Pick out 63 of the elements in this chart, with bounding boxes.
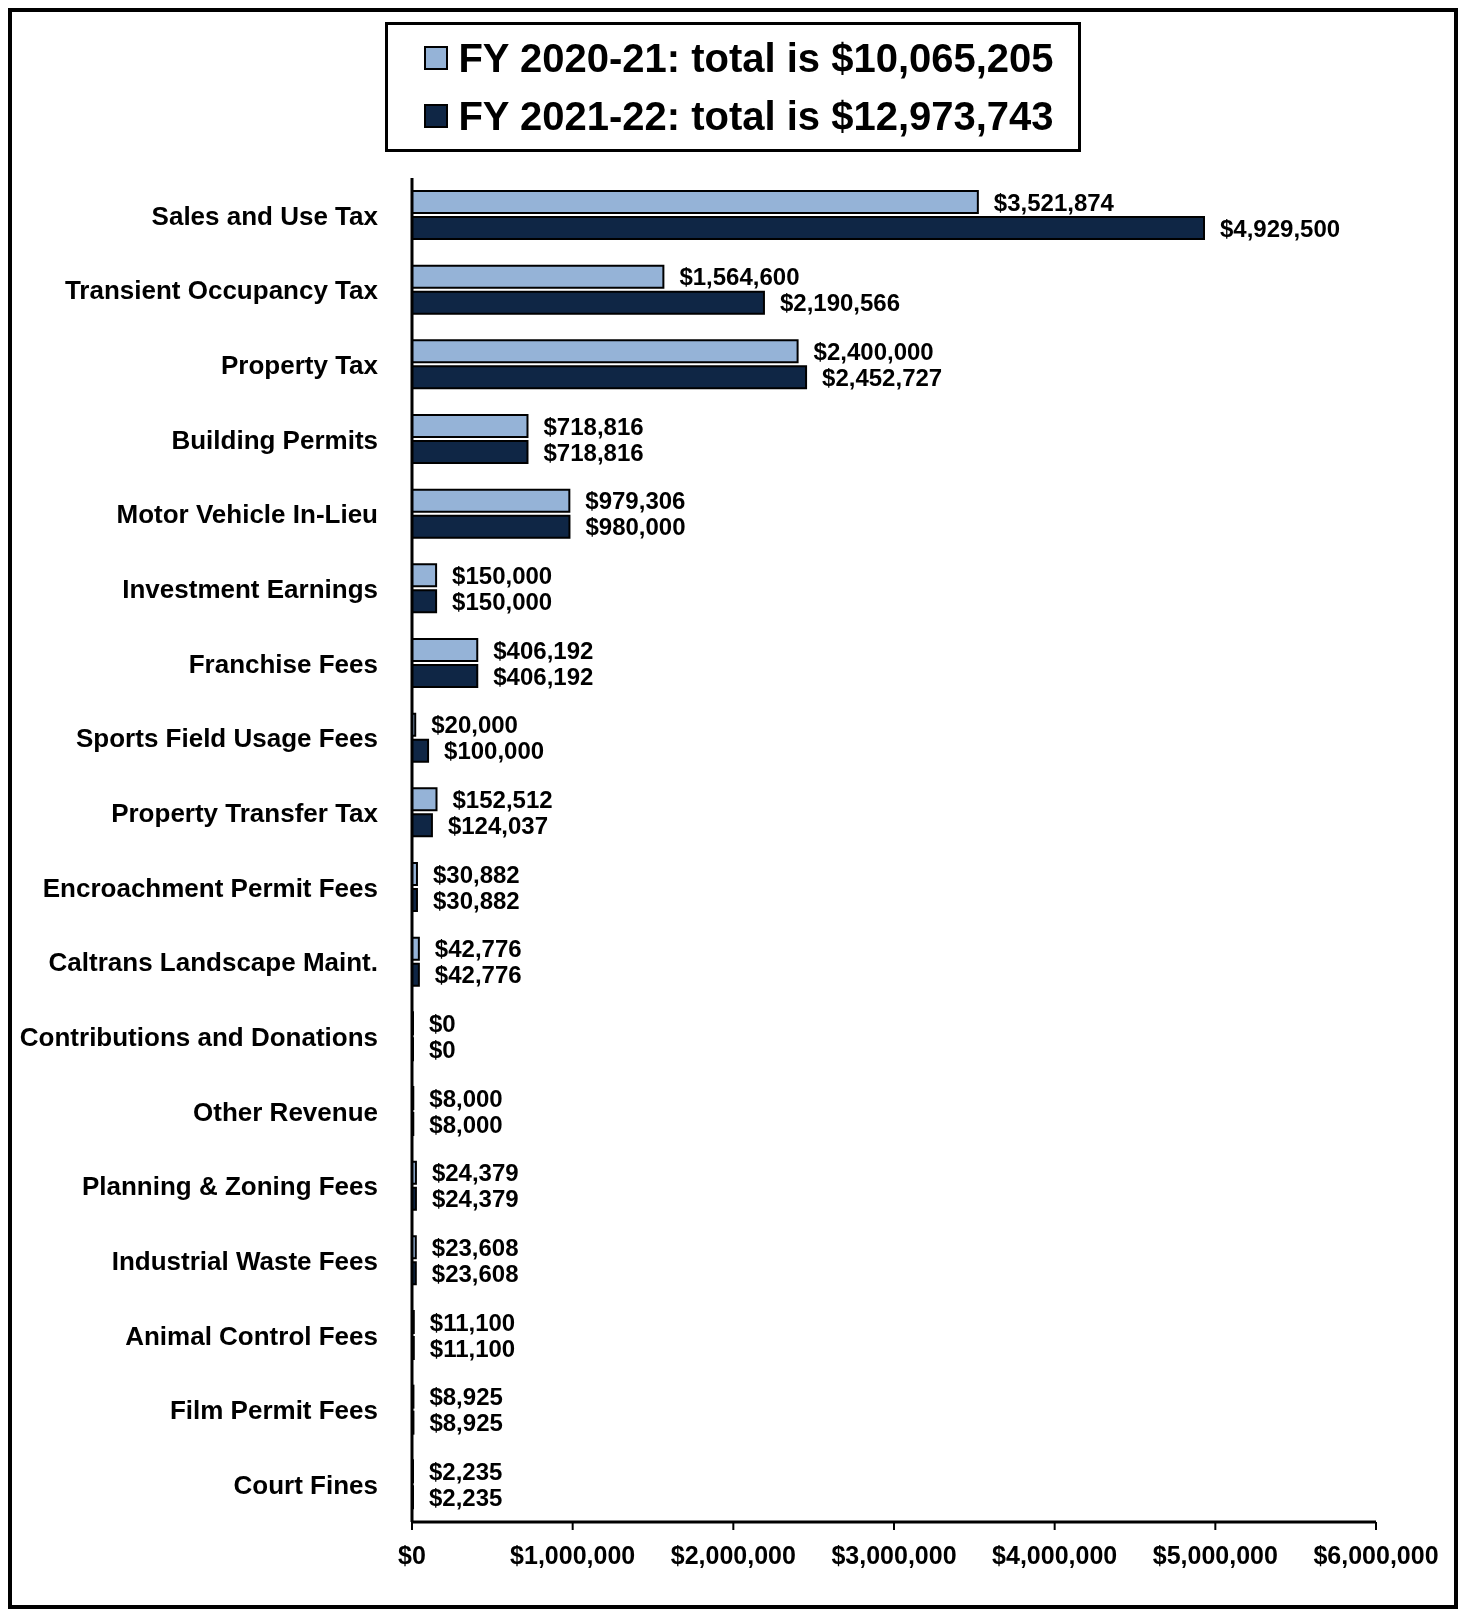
y-tick-label: Film Permit Fees [169,1395,378,1426]
y-tick-label: Building Permits [171,424,378,455]
data-label: $718,816 [543,412,644,440]
data-label: $30,882 [432,886,520,914]
data-label: $979,306 [585,487,686,515]
y-tick-label: Property Transfer Tax [111,797,379,828]
data-label: $30,882 [432,860,520,888]
data-label: $24,379 [431,1185,519,1213]
x-tick-label: $5,000,000 [1152,1540,1278,1569]
legend-label: FY 2021-22: total is $12,973,743 [458,93,1054,140]
data-label: $2,452,727 [822,363,943,391]
data-label: $42,776 [434,961,522,989]
data-label: $8,925 [429,1409,503,1437]
data-label: $2,235 [429,1457,503,1485]
data-label: $3,521,874 [993,188,1115,216]
y-tick-label: Property Tax [220,349,379,380]
y-tick-label: Caltrans Landscape Maint. [48,947,378,978]
y-tick-label: Franchise Fees [188,648,378,679]
y-tick-label: Motor Vehicle In-Lieu [116,499,378,530]
data-label: $718,816 [543,438,644,466]
data-label: $0 [429,1009,456,1037]
y-tick-label: Planning & Zoning Fees [81,1171,378,1202]
legend-label: FY 2020-21: total is $10,065,205 [458,35,1054,82]
x-tick-label: $0 [398,1540,426,1569]
y-tick-label: Sales and Use Tax [151,200,379,231]
y-tick-label: Encroachment Permit Fees [42,872,378,903]
data-label: $980,000 [585,513,686,541]
x-tick-label: $2,000,000 [670,1540,796,1569]
y-tick-label: Court Fines [233,1469,378,1500]
data-label: $2,235 [429,1483,503,1511]
y-tick-label: Industrial Waste Fees [111,1245,378,1276]
data-label: $2,190,566 [779,289,901,317]
data-label: $23,608 [431,1259,519,1287]
data-label: $2,400,000 [813,337,934,365]
data-label: $8,000 [429,1084,503,1112]
data-label: $406,192 [493,636,594,664]
data-label: $8,000 [429,1110,503,1138]
y-tick-label: Sports Field Usage Fees [76,723,378,754]
data-label: $24,379 [431,1159,519,1187]
data-label: $124,037 [447,811,549,839]
data-label: $406,192 [493,662,594,690]
x-tick-label: $3,000,000 [831,1540,957,1569]
x-tick-label: $6,000,000 [1313,1540,1439,1569]
y-tick-label: Investment Earnings [122,573,378,604]
data-label: $11,100 [429,1308,516,1336]
x-tick-label: $1,000,000 [510,1540,636,1569]
y-tick-label: Other Revenue [193,1096,378,1127]
data-label: $42,776 [434,935,522,963]
data-label: $1,564,600 [679,263,800,291]
data-label: $8,925 [429,1383,503,1411]
data-label: $100,000 [444,737,545,765]
data-label: $150,000 [452,561,553,589]
data-label: $4,929,500 [1220,214,1341,242]
data-label: $150,000 [452,587,553,615]
y-tick-label: Transient Occupancy Tax [64,275,379,306]
data-label: $23,608 [431,1233,519,1261]
y-tick-label: Animal Control Fees [125,1320,378,1351]
data-label: $20,000 [431,711,518,739]
data-label: $0 [429,1035,456,1063]
y-tick-label: Contributions and Donations [19,1021,378,1052]
data-label: $152,512 [452,785,553,813]
x-tick-label: $4,000,000 [992,1540,1118,1569]
data-label: $11,100 [429,1334,516,1362]
